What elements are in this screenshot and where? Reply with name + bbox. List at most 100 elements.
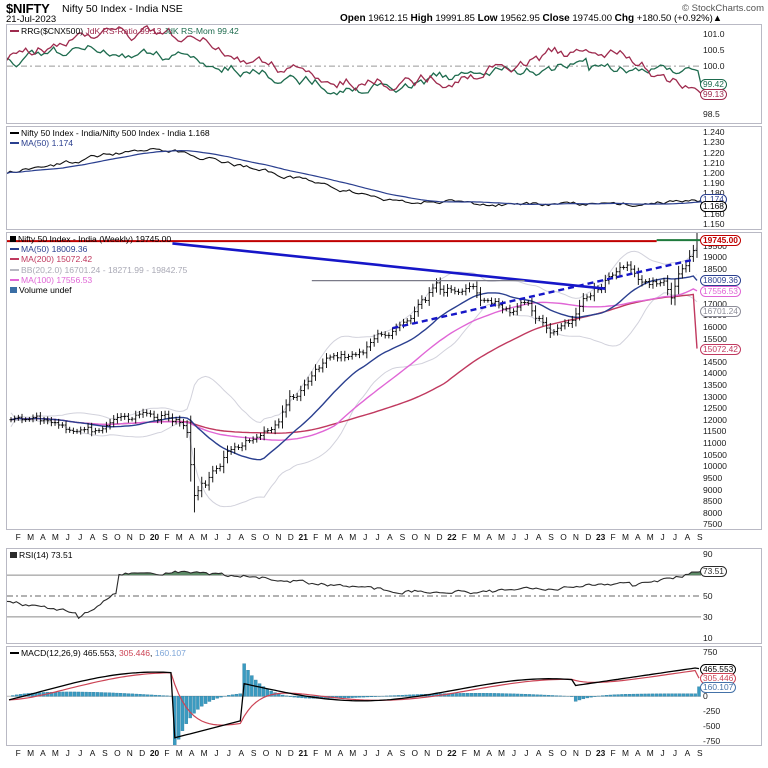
x-axis-label: J	[524, 748, 529, 758]
axis-tick: 1.210	[703, 157, 725, 168]
x-axis-label: M	[324, 532, 332, 542]
rsi-panel[interactable]: RSI(14) 73.51 90 50 30 10 73.51	[6, 548, 762, 644]
x-axis-label: O	[114, 532, 121, 542]
x-axis-label: D	[585, 532, 592, 542]
axis-tick: 13500	[703, 380, 727, 391]
x-axis-label: F	[610, 748, 616, 758]
ratio-ma-swatch	[10, 142, 19, 145]
x-axis-label: F	[461, 532, 467, 542]
x-axis-label: 23	[595, 748, 606, 758]
axis-tick: -250	[703, 706, 721, 717]
x-axis-label: J	[524, 532, 529, 542]
x-axis-label: J	[65, 748, 70, 758]
high-value: 19991.85	[435, 13, 475, 24]
x-axis-label: D	[287, 532, 294, 542]
x-axis-label: J	[672, 532, 678, 542]
x-axis-label: 20	[149, 532, 160, 542]
x-axis-label: N	[572, 532, 579, 542]
axis-tick: 10500	[703, 449, 727, 460]
axis-tick: 7500	[703, 519, 723, 530]
close-value: 19745.00	[572, 13, 612, 24]
axis-tick: 30	[703, 611, 713, 622]
x-axis-label: F	[15, 748, 21, 758]
x-axis-label: M	[175, 532, 183, 542]
axis-tick: 14000	[703, 368, 727, 379]
x-axis-label: A	[337, 748, 344, 758]
x-axis-label: J	[511, 532, 516, 542]
low-value: 19562.95	[500, 13, 540, 24]
price-title: Nifty 50 Index - India (Weekly)	[18, 234, 133, 244]
axis-tick: 15500	[703, 333, 727, 344]
x-axis-label: A	[89, 748, 96, 758]
x-axis-label: J	[65, 532, 70, 542]
axis-tick: 100.5	[703, 45, 725, 56]
axis-price-tag: 73.51	[700, 566, 727, 578]
price-last-value: 19745.00	[135, 234, 172, 244]
x-axis-label: F	[610, 532, 616, 542]
axis-tick: 12000	[703, 414, 727, 425]
x-axis-label: J	[363, 532, 368, 542]
x-axis-label: S	[697, 748, 703, 758]
ma100-swatch	[10, 278, 19, 281]
x-axis-label: F	[164, 532, 170, 542]
ratio-ma-value: 1.174	[51, 138, 74, 149]
ma100-label: MA(100)	[21, 274, 54, 285]
axis-tick: 18500	[703, 263, 727, 274]
chg-label: Chg	[614, 13, 635, 24]
rsi-value: 73.51	[51, 550, 73, 560]
x-axis-label: M	[324, 748, 332, 758]
price-panel[interactable]: Nifty 50 Index - India (Weekly) 19745.00…	[6, 232, 762, 530]
x-axis-label: N	[126, 748, 133, 758]
ma200-value: 15072.42	[56, 254, 93, 265]
price-y-axis: 1950019000185001800017500170001650016000…	[699, 233, 761, 529]
x-axis-label: M	[51, 748, 59, 758]
x-axis-label: A	[684, 532, 691, 542]
x-axis-label: A	[535, 532, 542, 542]
axis-tick: 750	[703, 646, 718, 657]
x-axis-label: N	[572, 748, 579, 758]
x-axis-label: M	[349, 748, 357, 758]
axis-tick: 16000	[703, 322, 727, 333]
x-axis-label: J	[226, 748, 231, 758]
x-axis-label: J	[78, 748, 83, 758]
axis-price-tag: 18009.36	[700, 275, 741, 287]
x-axis-label: O	[262, 532, 270, 542]
macd-legend: MACD(12,26,9) 465.553, 305.446, 160.107	[10, 648, 186, 658]
x-axis-label: 21	[298, 748, 308, 758]
x-axis-label: 21	[298, 532, 308, 542]
x-axis-label: A	[387, 532, 393, 542]
x-axis-label: A	[535, 748, 542, 758]
axis-tick: 98.5	[703, 108, 720, 119]
x-axis-label: M	[498, 748, 506, 758]
x-axis-label: M	[200, 748, 208, 758]
x-axis-label: J	[660, 748, 665, 758]
x-axis-label: S	[102, 532, 108, 542]
ma50-value: 18009.36	[51, 244, 88, 255]
axis-tick: 10000	[703, 461, 727, 472]
macd-y-axis: 750 0 -250 -500 -750 465.553 305.446 160.107	[699, 646, 761, 746]
x-axis-label: A	[89, 532, 96, 542]
axis-tick: 1.200	[703, 167, 725, 178]
rrg-mom-value: 99.42	[217, 26, 239, 36]
x-axis-label: M	[473, 532, 481, 542]
macd-panel[interactable]: MACD(12,26,9) 465.553, 305.446, 160.107 …	[6, 646, 762, 746]
candlestick-icon	[10, 236, 16, 242]
ratio-ma-label: MA(50)	[21, 138, 50, 149]
x-axis-label: S	[548, 748, 554, 758]
x-axis-label: D	[139, 748, 146, 758]
x-axis-label: A	[238, 748, 245, 758]
x-axis-dates-bottom: F M A M J J A S O N D 20 F M A M J J A S O N D 21 F M A M J J A S O N D 22 F…	[6, 748, 762, 762]
rrg-panel[interactable]: RRG($CNX500) JdK RS-Ratio 99.13 JdK RS-M…	[6, 24, 762, 124]
ratio-swatch	[10, 132, 19, 134]
x-axis-label: A	[486, 748, 492, 758]
x-axis-label: N	[275, 748, 282, 758]
axis-tick: 10	[703, 632, 713, 643]
rrg-ratio-swatch	[10, 30, 19, 32]
ratio-panel[interactable]: Nifty 50 Index - India/Nifty 500 Index -…	[6, 126, 762, 230]
price-plot	[7, 233, 701, 513]
x-axis-label: J	[214, 748, 219, 758]
x-axis-label: O	[411, 748, 419, 758]
x-axis-label: M	[646, 532, 654, 542]
ratio-plot	[7, 147, 701, 208]
x-axis-label: N	[424, 748, 431, 758]
